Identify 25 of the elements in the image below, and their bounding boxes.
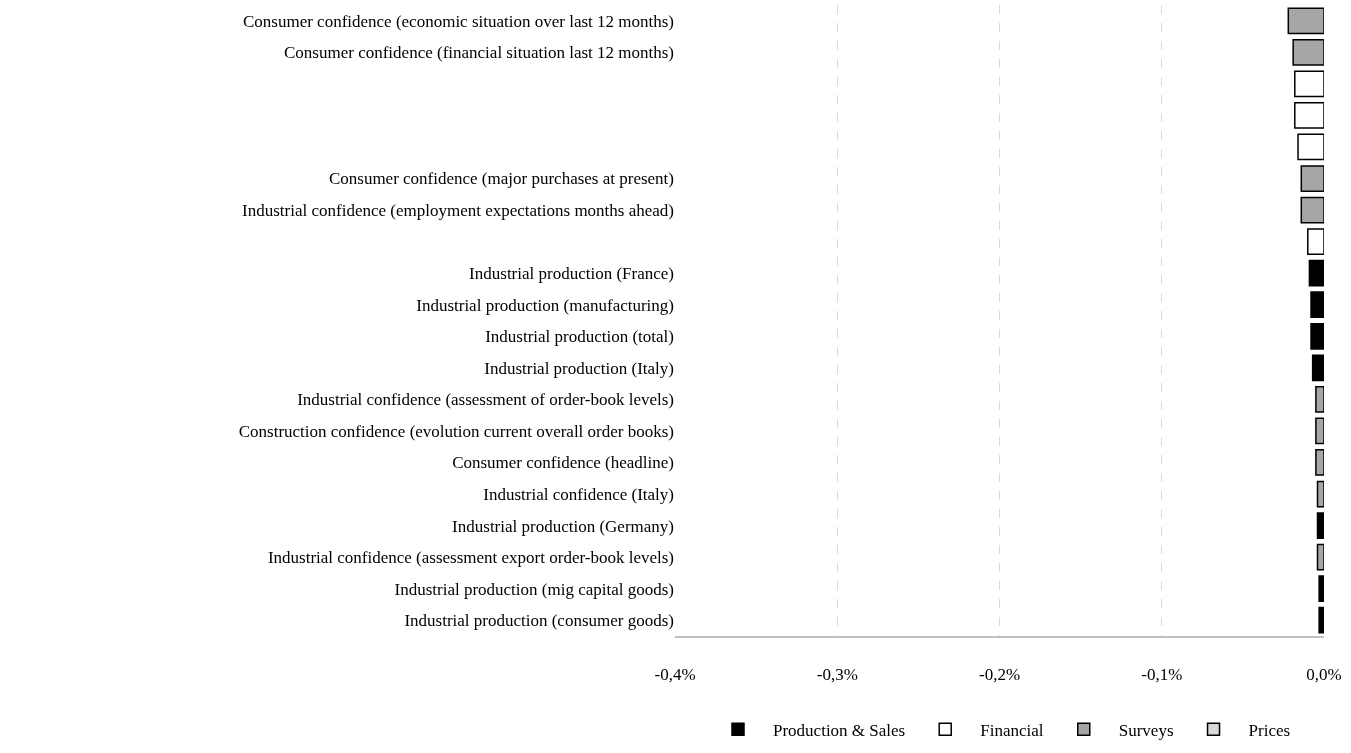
y-tick-label: Construction confidence (evolution current overall order books) [238,421,674,441]
y-tick-label: Industrial confidence (assessment export order-book levels) [267,548,674,568]
y-tick-label: Industrial production (France) [469,264,674,284]
y-tick-label: Consumer confidence (economic situation over last 12 months) [242,11,674,31]
legend-label: Prices [1248,720,1291,740]
y-tick-label: Industrial production (Italy) [484,358,674,378]
x-tick-label: 0,0% [1306,665,1342,685]
y-tick-label: Consumer confidence (major purchases at present) [328,169,674,189]
y-tick-label: Industrial confidence (Italy) [483,484,674,504]
legend-label: Financial [980,720,1044,740]
y-tick-label: Industrial production (mig capital goods) [394,579,674,599]
y-tick-label: Industrial production (total) [485,327,674,347]
y-tick-label: Consumer confidence (headline) [452,453,674,473]
y-tick-label: Industrial production (manufacturing) [416,295,674,315]
legend-label: Production & Sales [773,720,906,740]
x-tick-label: -0,3% [816,665,858,685]
x-tick-label: -0,1% [1141,665,1183,685]
x-tick-label: -0,4% [654,665,696,685]
x-tick-label: -0,2% [978,665,1021,685]
y-tick-label: Industrial production (consumer goods) [404,611,674,631]
y-tick-label: Industrial confidence (assessment of order-book levels) [297,390,674,410]
y-tick-label: Consumer confidence (financial situation last 12 months) [284,43,674,63]
legend-label: Surveys [1118,720,1174,740]
y-tick-label: Industrial production (Germany) [452,516,674,536]
y-tick-label: Industrial confidence (employment expectations months ahead) [242,201,674,221]
